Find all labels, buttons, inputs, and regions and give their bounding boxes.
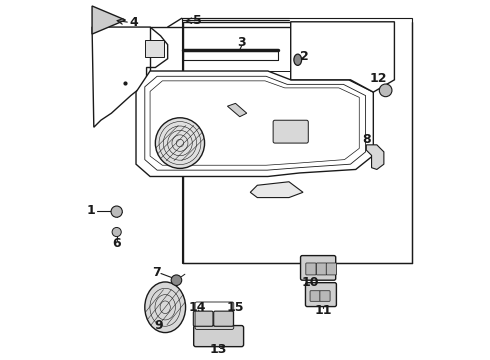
Text: 8: 8 (363, 133, 371, 146)
Circle shape (112, 228, 121, 237)
Polygon shape (92, 6, 125, 34)
Polygon shape (250, 182, 303, 198)
Circle shape (171, 275, 182, 285)
Text: 14: 14 (188, 301, 206, 314)
FancyBboxPatch shape (194, 325, 244, 347)
Polygon shape (145, 40, 164, 57)
Text: 12: 12 (369, 72, 387, 85)
Polygon shape (367, 145, 384, 170)
Text: 3: 3 (238, 36, 246, 49)
Circle shape (111, 206, 122, 217)
Text: 11: 11 (315, 304, 332, 317)
FancyBboxPatch shape (194, 311, 213, 326)
FancyBboxPatch shape (273, 120, 308, 143)
FancyBboxPatch shape (306, 263, 316, 275)
Bar (182, 18, 412, 263)
FancyBboxPatch shape (310, 291, 320, 301)
FancyBboxPatch shape (320, 291, 330, 301)
Polygon shape (92, 27, 168, 127)
Polygon shape (136, 71, 373, 176)
Ellipse shape (145, 282, 186, 333)
FancyBboxPatch shape (300, 256, 336, 280)
Text: 6: 6 (112, 237, 121, 250)
Ellipse shape (294, 54, 302, 66)
FancyBboxPatch shape (317, 263, 326, 275)
Text: 9: 9 (154, 319, 163, 332)
FancyBboxPatch shape (305, 283, 337, 307)
Polygon shape (291, 22, 394, 92)
FancyBboxPatch shape (214, 311, 233, 326)
Ellipse shape (155, 118, 204, 168)
Circle shape (379, 84, 392, 97)
Text: 1: 1 (87, 204, 96, 217)
Text: 2: 2 (300, 50, 309, 63)
Text: 13: 13 (210, 343, 227, 356)
Text: 5: 5 (193, 14, 202, 27)
Text: 7: 7 (152, 266, 160, 279)
Text: 4: 4 (130, 16, 139, 29)
FancyBboxPatch shape (326, 263, 337, 275)
Text: 10: 10 (301, 276, 319, 289)
Polygon shape (227, 103, 247, 117)
Text: 15: 15 (227, 301, 244, 314)
